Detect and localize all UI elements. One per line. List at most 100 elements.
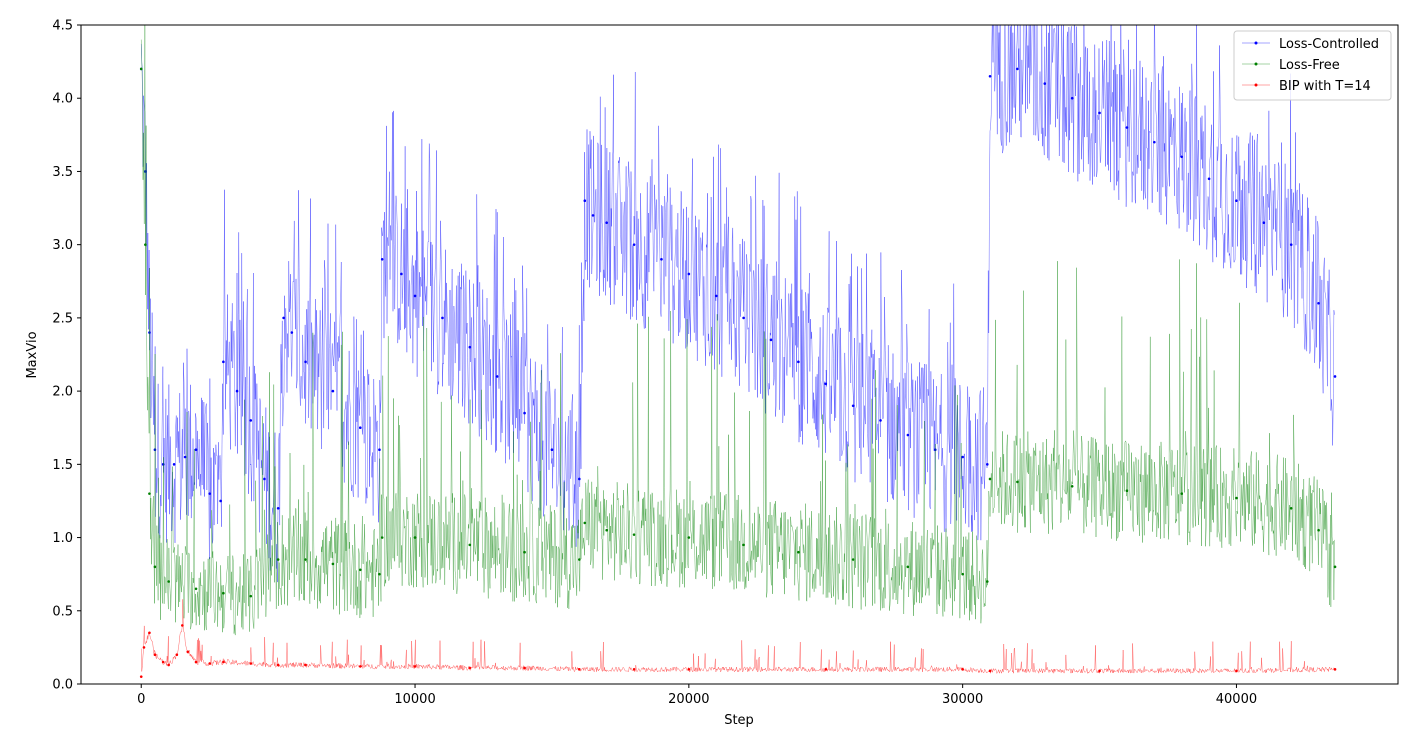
data-point xyxy=(1098,669,1101,673)
y-tick-label: 4.0 xyxy=(52,92,73,107)
data-point xyxy=(714,294,718,298)
x-tick-label: 20000 xyxy=(668,692,709,707)
data-point xyxy=(1125,126,1129,129)
data-point xyxy=(742,316,745,320)
data-point xyxy=(824,668,828,671)
data-point xyxy=(194,448,198,451)
data-point xyxy=(380,536,384,539)
data-point xyxy=(400,272,403,276)
x-tick-label: 40000 xyxy=(1216,692,1257,707)
data-point xyxy=(378,448,381,451)
data-point xyxy=(1016,67,1019,71)
data-point xyxy=(988,74,992,78)
data-point xyxy=(632,243,636,246)
data-point xyxy=(153,653,157,657)
data-point xyxy=(985,463,989,466)
legend-marker-loss-controlled xyxy=(1254,41,1258,45)
legend-marker-bip xyxy=(1254,83,1258,87)
data-point xyxy=(961,455,964,459)
data-point xyxy=(687,668,691,671)
data-point xyxy=(153,565,157,569)
data-point xyxy=(1317,528,1320,532)
data-point xyxy=(1333,565,1337,569)
y-tick-label: 1.0 xyxy=(52,531,73,546)
data-point xyxy=(358,568,362,572)
series-2 xyxy=(139,599,1337,678)
data-point xyxy=(1235,199,1238,203)
series-0 xyxy=(139,25,1337,583)
data-point xyxy=(961,668,964,671)
series-layer xyxy=(139,25,1337,678)
data-point xyxy=(578,477,581,481)
data-point xyxy=(175,653,179,657)
y-tick-label: 0.0 xyxy=(52,678,73,693)
data-point xyxy=(148,631,151,635)
data-point xyxy=(1153,140,1156,144)
data-point xyxy=(1289,243,1293,246)
data-point xyxy=(358,665,362,668)
data-point xyxy=(632,533,636,536)
series-1 xyxy=(139,25,1337,636)
data-point xyxy=(591,214,595,217)
data-point xyxy=(1180,492,1183,495)
data-point xyxy=(1333,375,1337,378)
data-point xyxy=(208,662,211,665)
data-point xyxy=(249,419,253,422)
legend-label-loss-free: Loss-Free xyxy=(1279,58,1340,73)
data-point xyxy=(167,580,170,583)
data-point xyxy=(742,543,745,547)
data-point xyxy=(172,463,176,466)
data-point xyxy=(208,492,211,495)
y-tick-label: 3.5 xyxy=(52,165,73,180)
series-line-2 xyxy=(140,599,1335,675)
data-point xyxy=(263,477,266,481)
data-point xyxy=(194,660,198,664)
data-point xyxy=(660,258,663,261)
data-point xyxy=(304,663,307,667)
data-point xyxy=(441,316,444,320)
x-axis: 0 10000 20000 30000 40000 xyxy=(137,684,1257,707)
data-point xyxy=(851,404,855,408)
data-point xyxy=(183,455,187,459)
data-point xyxy=(358,426,362,430)
x-tick-label: 0 xyxy=(137,692,145,707)
data-point xyxy=(961,572,964,576)
data-point xyxy=(578,558,581,561)
data-point xyxy=(142,646,146,649)
y-tick-label: 2.0 xyxy=(52,385,73,400)
data-point xyxy=(687,272,691,276)
legend-box xyxy=(1233,30,1392,101)
data-point xyxy=(304,360,307,364)
data-point xyxy=(985,580,989,583)
data-point xyxy=(1235,496,1238,500)
data-point xyxy=(605,528,609,532)
data-point xyxy=(583,199,587,203)
data-point xyxy=(1016,480,1019,484)
data-point xyxy=(468,345,472,349)
data-point xyxy=(879,419,882,422)
data-point xyxy=(769,338,773,342)
data-point xyxy=(282,316,285,320)
data-point xyxy=(797,550,800,554)
data-point xyxy=(222,660,225,664)
data-point xyxy=(249,594,253,598)
plot-frame xyxy=(80,24,1399,685)
data-point xyxy=(1333,668,1337,671)
data-point xyxy=(139,67,143,71)
data-point xyxy=(687,536,691,539)
series-line-1 xyxy=(140,25,1335,636)
data-point xyxy=(523,666,526,670)
data-point xyxy=(181,624,184,627)
data-point xyxy=(988,477,992,481)
data-point xyxy=(1207,177,1211,181)
data-point xyxy=(276,506,280,510)
data-point xyxy=(276,558,280,561)
y-axis-label: MaxVio xyxy=(25,331,40,378)
data-point xyxy=(144,243,147,246)
y-tick-label: 4.5 xyxy=(52,19,73,34)
data-point xyxy=(219,499,222,503)
data-point xyxy=(550,448,554,451)
data-point xyxy=(578,668,581,671)
